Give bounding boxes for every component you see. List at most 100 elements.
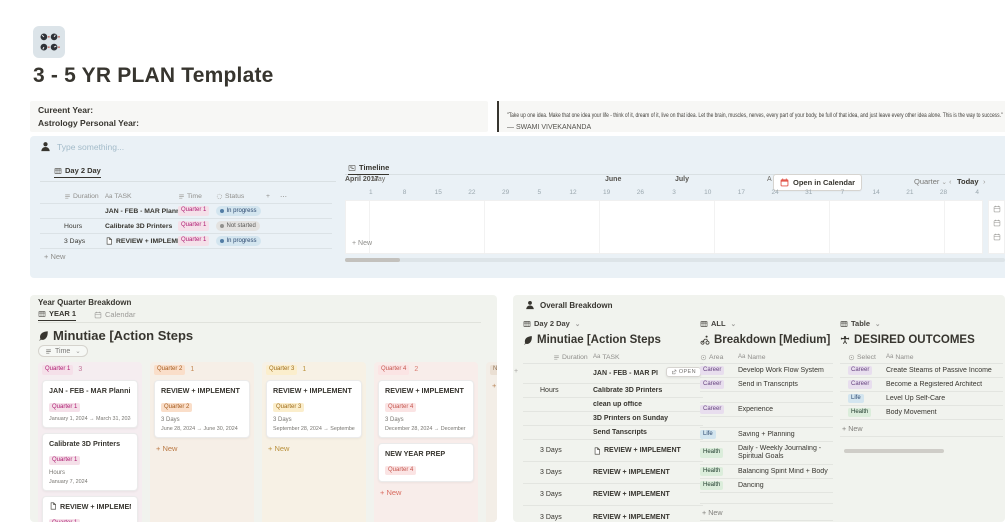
table-row[interactable]: Hours Calibrate 3D Printers Quarter 1 No… — [40, 219, 332, 234]
overall-breakdown-panel: Overall Breakdown Day 2 Day ⌄ Minutiae [… — [513, 295, 1005, 522]
table-row[interactable] — [700, 392, 833, 403]
group-header[interactable]: Quarter 2 1 — [154, 365, 250, 375]
add-group-button[interactable]: + — [492, 380, 497, 390]
table-row[interactable]: JAN - FEB - MAR Planning Quarter 1 In pr… — [40, 204, 332, 219]
time-badge: Quarter 1 — [178, 236, 210, 246]
person-statue-icon — [525, 300, 535, 310]
table-row[interactable]: 3 Days REVIEW + IMPLEMENT — [523, 440, 703, 462]
table-row[interactable]: 3 Days REVIEW + IMPLEMENT — [523, 462, 703, 484]
zoom-level-select[interactable]: Quarter ⌄ — [914, 177, 947, 186]
add-card-button[interactable]: + New — [268, 443, 290, 453]
new-row-button[interactable]: + New — [700, 504, 833, 521]
month-label: July — [675, 176, 690, 183]
composer-placeholder: Type something... — [57, 141, 125, 152]
table-header-row: Duration Aa TASK — [523, 351, 703, 364]
tab-timeline[interactable]: Timeline — [348, 163, 390, 175]
view-tab-all[interactable]: ALL ⌄ — [700, 319, 833, 328]
quote-block[interactable]: "Take up one idea. Make that one idea yo… — [497, 101, 1005, 132]
table-row[interactable] — [700, 417, 833, 428]
column-header-task[interactable]: Aa TASK — [593, 353, 620, 361]
page-title[interactable]: 3 - 5 YR PLAN Template — [33, 64, 274, 87]
view-tab-day2day[interactable]: Day 2 Day ⌄ — [523, 319, 703, 328]
table-row[interactable]: Career Experience — [700, 403, 833, 417]
table-row[interactable]: Hours Calibrate 3D Printers — [523, 384, 703, 398]
prev-button[interactable]: ‹ — [949, 177, 952, 186]
table-row[interactable]: Health Dancing — [700, 479, 833, 493]
column-header-status[interactable]: Status — [216, 193, 266, 200]
quote-text: "Take up one idea. Make that one idea yo… — [507, 112, 1003, 119]
board-card[interactable]: REVIEW + IMPLEMENT Quarter 2 3 Days June… — [154, 379, 250, 438]
group-header[interactable]: Quarter 4 2 — [378, 365, 474, 375]
table-row[interactable]: 3D Printers on Sunday — [523, 412, 703, 426]
table-row[interactable]: Career Become a Registered Architect — [840, 378, 1003, 392]
horizontal-scrollbar[interactable] — [844, 449, 944, 453]
board-card[interactable]: NEW YEAR PREP Quarter 4 — [378, 442, 474, 482]
table-row[interactable]: 3 Days REVIEW + IMPLEMENT — [523, 484, 703, 506]
column-header-task[interactable]: Aa TASK — [105, 193, 132, 200]
comment-composer[interactable]: Type something... — [40, 141, 124, 152]
view-outcomes: Table ⌄ DESIRED OUTCOMES Select Aa Name … — [840, 319, 1003, 453]
month-label-partial: A — [767, 176, 772, 183]
page-icon-control-knobs[interactable] — [33, 26, 65, 58]
table-row[interactable]: Career Send in Transcripts — [700, 378, 833, 392]
group-count: 3 — [78, 366, 83, 374]
add-card-button[interactable]: + New — [380, 487, 402, 497]
astrology-year-label[interactable]: Astrology Personal Year: — [38, 117, 139, 128]
calendar-icon[interactable] — [993, 219, 1001, 227]
table-row[interactable]: Health Daily - Weekly Journaling - Spiri… — [700, 442, 833, 465]
column-header-name[interactable]: Aa Name — [738, 353, 766, 361]
time-filter-chip[interactable]: Time ⌄ — [38, 345, 88, 357]
group-header[interactable]: Quarter 1 3 — [42, 365, 138, 375]
table-row[interactable]: Life Level Up Self-Care — [840, 392, 1003, 406]
calendar-icon[interactable] — [993, 233, 1001, 241]
column-header-duration[interactable]: Duration — [64, 193, 105, 200]
timeline-new-button[interactable]: + New — [352, 240, 373, 247]
add-card-button[interactable]: + New — [156, 443, 178, 453]
next-button[interactable]: › — [983, 177, 986, 186]
gridline — [944, 201, 945, 253]
group-header[interactable]: Quarter 3 1 — [266, 365, 362, 375]
column-header-time[interactable]: Time — [178, 193, 216, 200]
table-header-row: Select Aa Name — [840, 351, 1003, 364]
table-row[interactable]: 3 Days REVIEW + IMPLEMENT — [523, 506, 703, 522]
column-header-select[interactable]: Select — [840, 354, 886, 361]
timeline-canvas[interactable] — [345, 200, 983, 254]
table-row[interactable]: Career Create Steams of Passive Income — [840, 364, 1003, 378]
tab-day2day[interactable]: Day 2 Day — [54, 166, 101, 178]
view-title: Minutiae [Action Steps — [523, 334, 703, 346]
new-row-button[interactable]: + New — [44, 252, 66, 261]
timeline-scrollbar-track[interactable] — [345, 258, 1005, 262]
table-row[interactable]: JAN - FEB - MAR Pl OPEN — [523, 364, 703, 384]
column-header-name[interactable]: Aa Name — [886, 353, 914, 361]
tab-calendar[interactable]: Calendar — [94, 310, 135, 319]
board-card[interactable]: REVIEW + IMPLEMENT Quarter 1 3 Days Marc… — [42, 495, 138, 522]
board-card[interactable]: REVIEW + IMPLEMENT Quarter 3 3 Days Sept… — [266, 379, 362, 438]
column-header-duration[interactable]: Duration — [523, 354, 590, 361]
table-row[interactable]: Career Develop Work Flow System — [700, 364, 833, 378]
current-year-label[interactable]: Cureent Year: — [38, 105, 94, 115]
table-row[interactable] — [700, 493, 833, 504]
board-card[interactable]: Calibrate 3D Printers Quarter 1 Hours Ja… — [42, 432, 138, 491]
row-drag-handles[interactable]: + — [514, 368, 518, 375]
add-column-button[interactable]: + — [266, 193, 270, 200]
board-card[interactable]: JAN - FEB - MAR Planning Quarter 1 Janua… — [42, 379, 138, 428]
open-in-calendar-button[interactable]: Open in Calendar — [773, 174, 863, 191]
table-row[interactable]: clean up office — [523, 398, 703, 412]
table-row[interactable]: Health Balancing Spirit Mind + Body — [700, 465, 833, 479]
group-header[interactable]: N — [490, 365, 497, 375]
table-row[interactable]: Send Tanscripts — [523, 426, 703, 440]
calendar-icon[interactable] — [993, 205, 1001, 213]
table-row[interactable]: 3 Days REVIEW + IMPLEMENT Quarter 1 In p… — [40, 234, 332, 249]
more-options-button[interactable]: ⋯ — [280, 193, 287, 201]
open-button[interactable]: OPEN — [665, 367, 701, 377]
new-row-button[interactable]: + New — [840, 420, 1003, 437]
column-header-area[interactable]: Area — [700, 354, 738, 361]
board-card[interactable]: REVIEW + IMPLEMENT Quarter 4 3 Days Dece… — [378, 379, 474, 438]
timeline-scrollbar-thumb[interactable] — [345, 258, 400, 262]
today-button[interactable]: Today — [957, 177, 979, 186]
tab-year1[interactable]: YEAR 1 — [38, 309, 77, 321]
view-tab-table[interactable]: Table ⌄ — [840, 319, 1003, 328]
table-row[interactable]: Life Saving + Planning — [700, 428, 833, 442]
table-row[interactable]: Health Body Movement — [840, 406, 1003, 420]
